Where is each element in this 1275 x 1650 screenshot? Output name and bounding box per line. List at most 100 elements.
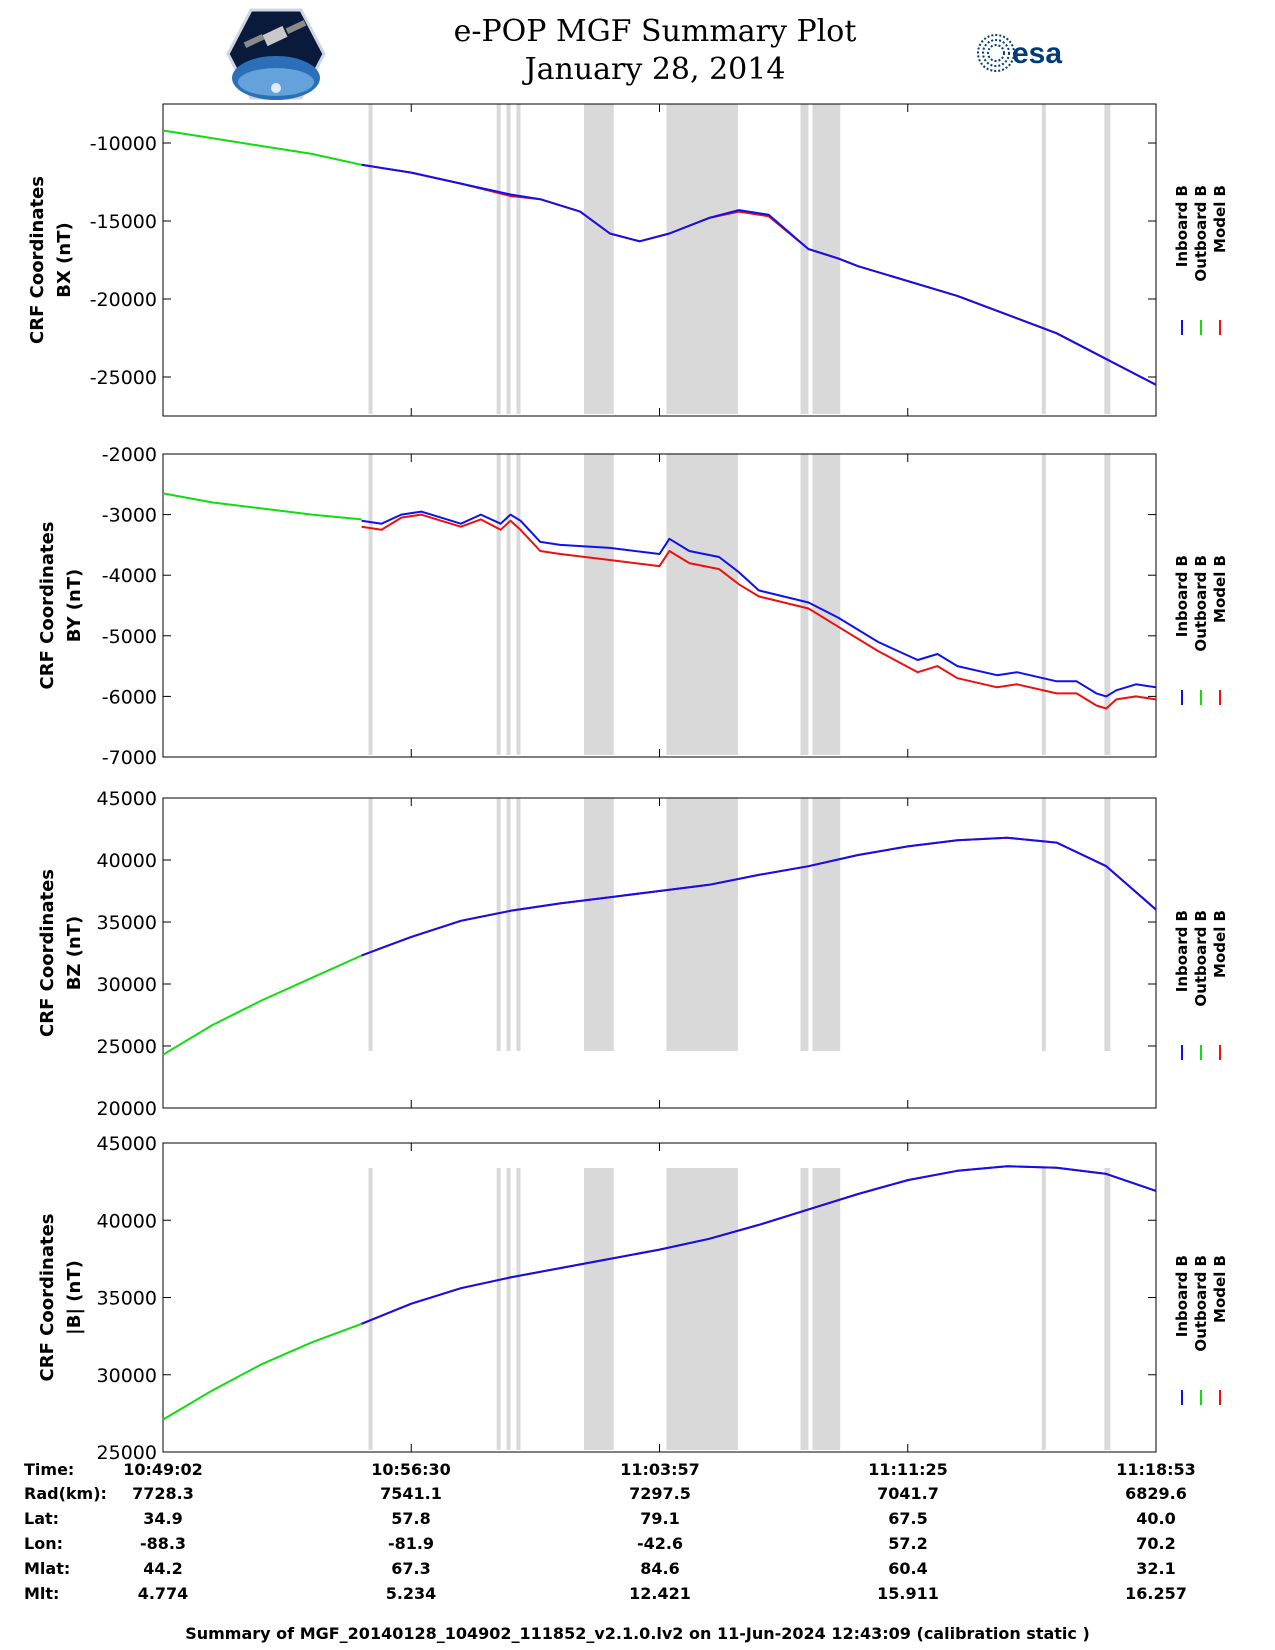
stats-cell: 79.1	[640, 1509, 680, 1528]
legend-label: Inboard B	[1173, 555, 1191, 637]
data-gap-band	[584, 798, 614, 1051]
data-gap-band	[666, 454, 738, 755]
data-gap-band	[1104, 454, 1111, 755]
y-tick-label: 40000	[97, 1210, 157, 1232]
plot-frame	[162, 103, 1157, 417]
panel-by: -2000 -3000 -4000 -5000 -6000 -7000 CRF Coordi…	[37, 444, 1229, 769]
data-gap-band	[516, 104, 521, 414]
y-axis-label: BX (nT)	[54, 222, 75, 297]
plot-frame	[162, 797, 1157, 1109]
y-tick-label: 35000	[97, 1288, 157, 1310]
stats-row-label: Mlat:	[24, 1559, 71, 1578]
stats-cell: 4.774	[137, 1584, 189, 1603]
y-axis-label: CRF Coordinates	[37, 522, 58, 690]
orbit-stats-table: Time: 10:49:02 10:56:30 11:03:57 11:11:25 11:…	[0, 1460, 1275, 1610]
series-line-inboard-b	[361, 1165, 1157, 1325]
legend-label: Model B	[1211, 185, 1229, 253]
data-gap-band	[1041, 454, 1046, 755]
stats-row: Lon: -88.3 -81.9 -42.6 57.2 70.2	[0, 1534, 1275, 1558]
y-tick-label: -6000	[102, 686, 157, 708]
panel-bmag: 25000 30000 35000 40000 45000 CRF Coordinates…	[37, 1133, 1229, 1460]
data-gap-band	[506, 798, 511, 1051]
series-line-model-b	[361, 1165, 1157, 1325]
data-gap-band	[516, 1168, 521, 1450]
esa-logo: esa	[977, 34, 1062, 72]
stats-cell: 7297.5	[629, 1484, 691, 1503]
data-gap-band	[368, 798, 373, 1051]
y-tick-label: 40000	[97, 850, 157, 872]
y-tick-label: -20000	[90, 289, 157, 311]
series-line-model-b	[361, 836, 1157, 957]
legend-label: Inboard B	[1173, 185, 1191, 267]
data-gap-band	[812, 454, 841, 755]
y-axis-label: BZ (nT)	[64, 916, 85, 991]
stats-cell: 6829.6	[1125, 1484, 1187, 1503]
panel-bx: -10000 -15000 -20000 -25000 CRF Coordinates B…	[27, 103, 1229, 417]
series-line-outboard-b	[162, 954, 363, 1056]
stats-cell: 44.2	[143, 1559, 183, 1578]
stats-cell: 7541.1	[380, 1484, 442, 1503]
stats-cell: 57.8	[391, 1509, 431, 1528]
series-line-outboard-b	[162, 129, 362, 166]
data-gap-band	[368, 1168, 373, 1450]
data-gap-band	[496, 454, 501, 755]
data-gap-band	[584, 454, 614, 755]
series-line-outboard-b	[162, 1322, 362, 1421]
stats-row: Mlat: 44.2 67.3 84.6 60.4 32.1	[0, 1559, 1275, 1583]
chart-area: -10000 -15000 -20000 -25000 CRF Coordinates B…	[27, 103, 1229, 1460]
y-tick-label: 45000	[97, 788, 157, 810]
y-tick-label: 25000	[97, 1442, 157, 1460]
data-gap-band	[584, 1168, 614, 1450]
legend-label: Model B	[1211, 910, 1229, 978]
data-gap-band	[1041, 104, 1046, 414]
legend-label: Inboard B	[1173, 1255, 1191, 1337]
series-line-inboard-b	[361, 163, 1157, 386]
data-gap-band	[800, 1168, 809, 1450]
data-gap-band	[496, 1168, 501, 1450]
data-gap-band	[1041, 798, 1046, 1051]
data-gap-band	[800, 104, 809, 414]
stats-cell: 34.9	[143, 1509, 183, 1528]
y-axis-label: |B| (nT)	[64, 1260, 85, 1335]
series-line-inboard-b	[361, 510, 1157, 698]
stats-cell: 11:11:25	[868, 1460, 948, 1479]
stats-cell: -81.9	[387, 1534, 435, 1553]
stats-cell: 32.1	[1136, 1559, 1176, 1578]
stats-cell: 67.5	[888, 1509, 928, 1528]
stats-row-label: Mlt:	[24, 1584, 60, 1603]
stats-cell: 60.4	[888, 1559, 928, 1578]
y-tick-label: 35000	[97, 912, 157, 934]
data-gap-band	[666, 1168, 738, 1450]
data-gap-band	[1104, 1168, 1111, 1450]
panel-bz: 20000 25000 30000 35000 40000 45000 CRF Coordi…	[37, 788, 1229, 1120]
y-tick-label: 45000	[97, 1133, 157, 1155]
data-gap-band	[1104, 104, 1111, 414]
stats-row: Lat: 34.9 57.8 79.1 67.5 40.0	[0, 1509, 1275, 1533]
stats-cell: 10:49:02	[123, 1460, 203, 1479]
y-tick-label: 30000	[97, 1365, 157, 1387]
y-axis-label: CRF Coordinates	[27, 176, 48, 344]
chart-date: January 28, 2014	[524, 52, 786, 87]
header: e-POP MGF Summary Plot January 28, 2014 …	[0, 0, 1275, 100]
data-gap-band	[800, 454, 809, 755]
stats-cell: 67.3	[391, 1559, 431, 1578]
stats-cell: -42.6	[636, 1534, 684, 1553]
stats-cell: 12.421	[629, 1584, 691, 1603]
plot-frame	[162, 453, 1157, 758]
stats-cell: 57.2	[888, 1534, 928, 1553]
series-line-outboard-b	[162, 492, 362, 521]
plot-frame	[162, 1142, 1157, 1453]
data-gap-band	[666, 798, 738, 1051]
stats-cell: 16.257	[1125, 1584, 1187, 1603]
data-gap-band	[812, 1168, 841, 1450]
data-gap-band	[800, 798, 809, 1051]
legend-label: Model B	[1211, 1255, 1229, 1323]
chart-title: e-POP MGF Summary Plot	[453, 14, 857, 49]
y-tick-label: 30000	[97, 974, 157, 996]
y-tick-label: 20000	[97, 1098, 157, 1120]
data-gap-band	[666, 104, 738, 414]
legend-label: Inboard B	[1173, 910, 1191, 992]
data-gap-band	[516, 798, 521, 1051]
stats-row: Mlt: 4.774 5.234 12.421 15.911 16.257	[0, 1584, 1275, 1608]
stats-row-label: Lat:	[24, 1509, 60, 1528]
